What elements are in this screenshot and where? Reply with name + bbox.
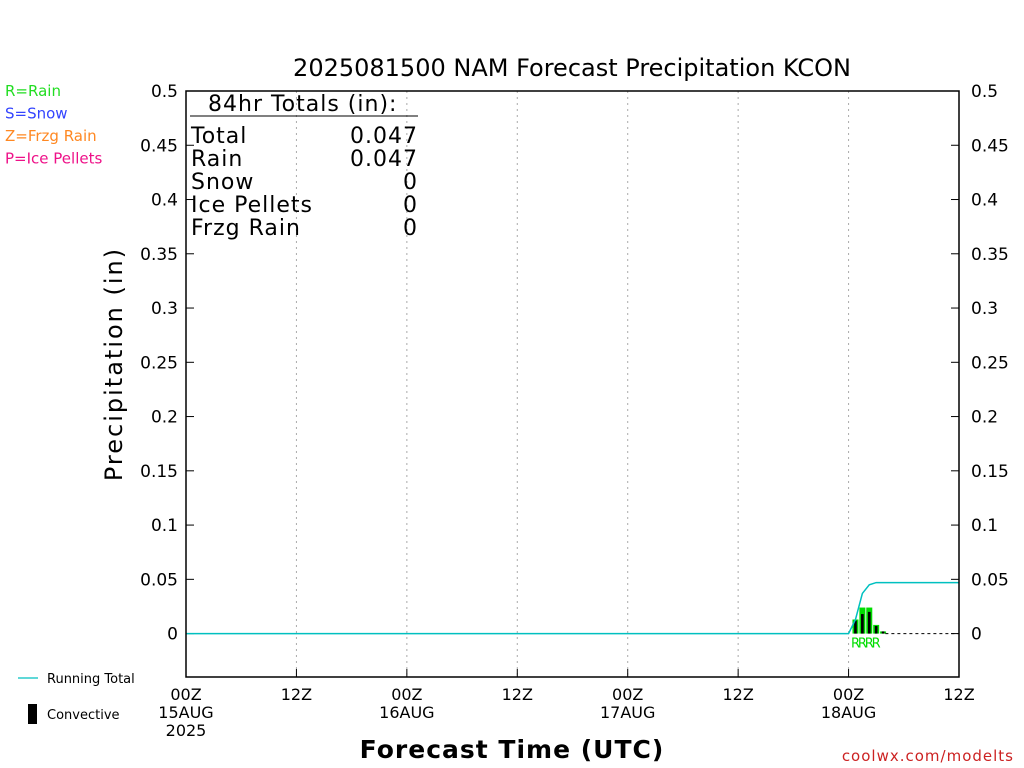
legend-entry: Z=Frzg Rain [5,127,97,145]
x-tick-label: 00Z [612,685,643,704]
legend-entry: P=Ice Pellets [5,150,102,168]
legend-entry: S=Snow [5,105,68,123]
y-tick-label-right: 0.1 [971,516,998,536]
totals-row-value: 0.047 [350,147,418,172]
totals-row-value: 0.047 [350,124,418,149]
line-series [186,581,959,635]
totals-box: 84hr Totals (in): Total 0.047 Rain 0.047 Snow… [190,92,418,241]
bar-convective [867,611,871,634]
bar-convective [881,631,885,634]
x-tick-label: 17AUG [600,703,655,722]
totals-row-value: 0 [403,193,418,218]
y-tick-label-right: 0.3 [971,299,998,319]
x-tick-label: 12Z [943,685,974,704]
y-tick-label-right: 0.4 [971,191,998,211]
chart-title: 2025081500 NAM Forecast Precipitation KC… [293,54,851,82]
precip-type-label: R [858,637,867,652]
y-tick-label-right: 0.2 [971,408,998,428]
x-tick-label: 16AUG [379,703,434,722]
x-tick-label: 00Z [833,685,864,704]
plot-frame [185,90,960,678]
y-tick-label-right: 0.35 [971,245,1009,265]
y-tick-label-right: 0 [971,625,982,645]
bar-series [852,607,887,634]
totals-row-label: Ice Pellets [191,193,313,218]
legend-label: Convective [47,708,120,723]
totals-heading: 84hr Totals (in): [208,92,397,117]
y-tick-label-right: 0.45 [971,136,1009,156]
x-tick-label: 12Z [281,685,312,704]
precip-type-legend: R=Rain S=Snow Z=Frzg Rain P=Ice Pellets [5,82,102,168]
x-tick-label: 15AUG [158,703,213,722]
totals-row-value: 0 [403,216,418,241]
y-tick-label-left: 0.4 [151,191,178,211]
totals-row-label: Frzg Rain [191,216,301,241]
x-tick-label: 2025 [166,721,207,740]
y-tick-label-right: 0.05 [971,570,1009,590]
x-axis-label: Forecast Time (UTC) [360,735,665,764]
y-axis-label: Precipitation (in) [100,247,128,481]
credit-text: coolwx.com/modelts [842,747,1014,765]
x-tick-label: 00Z [391,685,422,704]
totals-row-value: 0 [403,170,418,195]
y-tick-label-left: 0.3 [151,299,178,319]
y-tick-label-left: 0.5 [151,82,178,102]
totals-row-label: Snow [191,170,254,195]
y-tick-label-right: 0.5 [971,82,998,102]
legend-label: Running Total [47,672,135,687]
x-tick-label: 12Z [722,685,753,704]
precip-type-label: R [851,637,860,652]
x-tick-label: 12Z [502,685,533,704]
bar-convective [854,620,857,634]
y-tick-label-left: 0.35 [140,245,178,265]
bar-convective [861,614,864,634]
bar-convective [874,625,878,634]
y-tick-label-left: 0.15 [140,462,178,482]
chart-grid [295,91,850,677]
y-tick-label-left: 0.05 [140,570,178,590]
legend-swatch-bar [28,704,37,724]
x-tick-label: 18AUG [821,703,876,722]
y-axis-tick-labels: 0 00.05 0.050.1 0.10.15 0.150.2 0.20.25 0.250.… [140,82,1009,645]
y-tick-label-left: 0.1 [151,516,178,536]
y-tick-label-left: 0 [167,625,178,645]
legend-entry: R=Rain [5,82,61,100]
totals-row-label: Total [190,124,247,149]
y-tick-label-left: 0.45 [140,136,178,156]
x-tick-label: 00Z [170,685,201,704]
precip-type-label: R [865,637,874,652]
y-tick-label-left: 0.25 [140,353,178,373]
y-tick-label-left: 0.2 [151,408,178,428]
totals-row-label: Rain [191,147,243,172]
precip-type-label: R [872,637,881,652]
y-tick-label-right: 0.15 [971,462,1009,482]
running-total-line [186,581,959,635]
series-legend: Running Total Convective [18,672,135,724]
y-tick-label-right: 0.25 [971,353,1009,373]
